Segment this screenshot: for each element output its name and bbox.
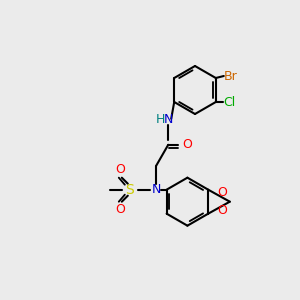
Text: O: O xyxy=(115,203,125,216)
Text: O: O xyxy=(217,204,227,217)
Text: O: O xyxy=(217,186,227,199)
Text: Cl: Cl xyxy=(224,95,236,109)
Text: O: O xyxy=(182,138,192,151)
Text: S: S xyxy=(125,183,134,197)
Text: Br: Br xyxy=(224,70,238,83)
Text: H: H xyxy=(155,113,165,126)
Text: N: N xyxy=(164,113,173,126)
Text: O: O xyxy=(115,163,125,176)
Text: N: N xyxy=(152,183,161,196)
